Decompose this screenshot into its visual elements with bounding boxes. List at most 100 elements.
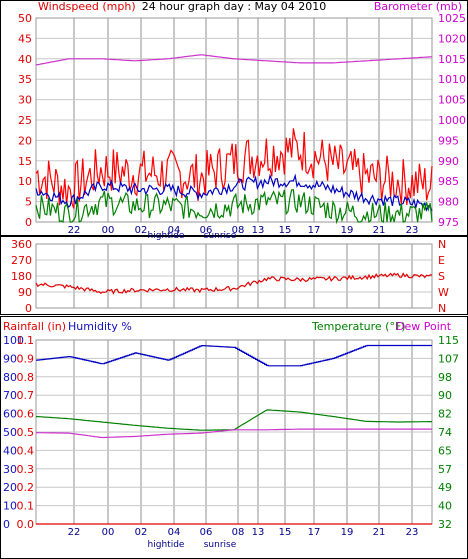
bottom-x-tick: 22 <box>68 527 81 538</box>
compass-y-tick: N <box>438 302 446 315</box>
temp-humidity-panel <box>0 316 468 559</box>
temperature-y-tick: 65 <box>438 444 452 457</box>
humidity-y-tick: 100 <box>3 334 24 347</box>
barometer-line <box>35 54 433 66</box>
direction-y-tick: 360 <box>11 238 32 251</box>
humidity-y-tick: 20 <box>3 481 17 494</box>
temperature-y-tick: 49 <box>438 481 452 494</box>
hightide-annotation-top: hightide <box>148 231 185 241</box>
rain-y-tick: 0.0 <box>17 518 35 531</box>
top-x-tick: 08 <box>232 225 245 236</box>
humidity-y-tick: 40 <box>3 444 17 457</box>
rain-y-tick: 0.7 <box>17 389 35 402</box>
temperature-y-tick: 32 <box>438 518 452 531</box>
temperature-y-tick: 115 <box>438 334 459 347</box>
temperature-y-tick: 57 <box>438 463 452 476</box>
top-x-tick: 06 <box>200 225 213 236</box>
compass-y-tick: W <box>438 286 449 299</box>
wind-axis-title: Windspeed (mph) <box>38 0 136 13</box>
baro-y-tick: 980 <box>438 196 459 209</box>
wind-y-tick: 35 <box>18 73 32 86</box>
humidity-line <box>36 344 432 367</box>
humidity-y-tick: 30 <box>3 463 17 476</box>
humidity-axis-title: Humidity % <box>68 320 132 333</box>
bottom-x-tick: 02 <box>135 527 148 538</box>
bottom-x-tick: 21 <box>373 527 386 538</box>
direction-y-tick: 90 <box>18 286 32 299</box>
rain-y-tick: 0.3 <box>17 463 35 476</box>
baro-y-tick: 995 <box>438 134 459 147</box>
top-x-ticks: 22 00 02 04 06 08 13 15 17 19 21 23 <box>68 225 419 236</box>
wind-minimum-line <box>35 189 433 225</box>
bottom-x-tick: 15 <box>279 527 292 538</box>
wind-average-line <box>35 173 433 212</box>
dew-point-line <box>36 428 432 439</box>
rain-y-tick: 0.1 <box>17 500 35 513</box>
temperature-y-tick: 40 <box>438 500 452 513</box>
wind-y-tick: 25 <box>18 114 32 127</box>
bottom-x-tick: 00 <box>102 527 115 538</box>
rain-y-ticks: 0.0 0.1 0.2 0.3 0.4 0.5 0.6 0.7 0.8 0.9 1.1 <box>17 334 35 531</box>
direction-y-tick: 180 <box>11 270 32 283</box>
baro-y-tick: 1025 <box>438 12 466 25</box>
rain-y-tick: 0.9 <box>17 352 35 365</box>
wind-y-tick: 45 <box>18 32 32 45</box>
wind-y-tick: 50 <box>18 12 32 25</box>
mid-plot-border <box>35 243 433 309</box>
temperature-y-ticks: 32 40 49 57 65 74 82 90 98 107 115 <box>438 334 459 531</box>
rain-y-tick: 1.1 <box>17 334 35 347</box>
direction-y-ticks: 0 90 180 270 360 <box>11 238 32 315</box>
humidity-y-tick: 90 <box>3 352 17 365</box>
baro-y-tick: 1020 <box>438 32 466 45</box>
rain-y-tick: 0.6 <box>17 408 35 421</box>
top-x-tick: 21 <box>373 225 386 236</box>
bottom-x-tick: 06 <box>200 527 213 538</box>
wind-direction-line <box>35 272 433 295</box>
wind-baro-panel <box>0 0 468 236</box>
bottom-x-ticks: 22 00 02 04 06 08 13 15 17 19 21 23 <box>68 527 419 538</box>
direction-y-tick: 0 <box>25 302 32 315</box>
rain-y-tick: 0.2 <box>17 481 35 494</box>
dewpoint-axis-title: Dew Point <box>396 320 452 333</box>
wind-y-ticks: 0 5 10 15 20 25 30 35 40 45 50 <box>18 12 32 229</box>
bottom-x-tick: 23 <box>406 527 419 538</box>
wind-y-tick: 15 <box>18 155 32 168</box>
sunrise-annotation-top: sunrise <box>204 231 237 241</box>
baro-y-tick: 1005 <box>438 94 466 107</box>
humidity-y-tick: 0 <box>3 518 10 531</box>
wind-gust-line <box>35 128 433 209</box>
bottom-x-tick: 13 <box>252 527 265 538</box>
top-x-tick: 22 <box>68 225 81 236</box>
top-x-tick: 19 <box>341 225 354 236</box>
top-x-tick: 17 <box>308 225 321 236</box>
direction-y-tick: 270 <box>11 254 32 267</box>
baro-y-tick: 985 <box>438 175 459 188</box>
temperature-y-tick: 107 <box>438 352 459 365</box>
baro-y-tick: 1015 <box>438 53 466 66</box>
top-plot-border <box>35 17 433 223</box>
chart-title: 24 hour graph day : May 04 2010 <box>142 0 327 13</box>
top-x-tick: 15 <box>279 225 292 236</box>
grid-layer <box>35 17 433 525</box>
hightide-annotation-bottom: hightide <box>148 540 185 550</box>
temperature-y-tick: 82 <box>438 408 452 421</box>
humidity-y-tick: 50 <box>3 426 17 439</box>
top-x-tick: 23 <box>406 225 419 236</box>
series-layer <box>35 54 433 525</box>
compass-y-tick: N <box>438 238 446 251</box>
rain-y-tick: 0.8 <box>17 371 35 384</box>
wind-y-tick: 10 <box>18 175 32 188</box>
humidity-y-ticks: 0 10 20 30 40 50 60 70 80 90 100 <box>3 334 24 531</box>
wind-y-tick: 30 <box>18 94 32 107</box>
humidity-y-tick: 60 <box>3 408 17 421</box>
top-x-tick: 13 <box>252 225 265 236</box>
temperature-axis-title: Temperature (°F) <box>311 320 406 333</box>
temperature-y-tick: 98 <box>438 371 452 384</box>
baro-y-tick: 990 <box>438 155 459 168</box>
humidity-y-tick: 10 <box>3 500 17 513</box>
bottom-x-tick: 17 <box>308 527 321 538</box>
wind-y-tick: 40 <box>18 53 32 66</box>
rain-axis-title: Rainfall (in) <box>3 320 66 333</box>
baro-axis-title: Barometer (mb) <box>374 0 462 13</box>
